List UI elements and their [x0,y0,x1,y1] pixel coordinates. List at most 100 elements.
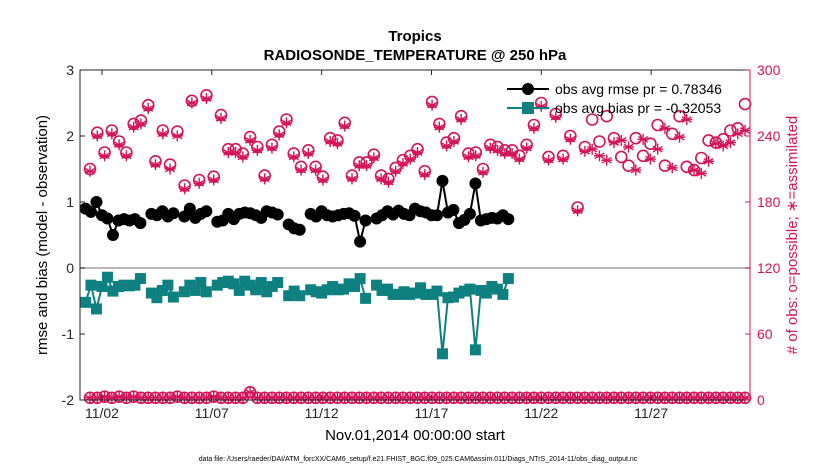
obs-assimilated-point [106,128,118,140]
obs-possible-point [636,149,650,163]
y-left-tick-label: -2 [62,392,75,408]
obs-assimilated-point [368,152,380,164]
rmse-point [293,223,306,236]
obs-assimilated-point [339,120,351,132]
obs-assimilated-point [91,130,103,142]
obs-possible-point [673,109,686,123]
bias-series [79,271,514,360]
bias-point [162,279,174,291]
obs-possible-point [644,137,657,150]
data-file-footnote: data file: /Users/raeder/DAI/ATM_forcXX/… [199,456,638,463]
x-tick-label: 11/07 [195,405,229,421]
obs-assimilated-point [513,153,525,165]
obs-assimilated-point [317,174,329,186]
rmse-point [359,214,372,227]
obs-assimilated-point [273,129,285,141]
obs-assimilated-point [150,159,161,171]
obs-possible-point [614,150,628,164]
obs-possible-point [651,118,664,132]
obs-assimilated-point [113,139,125,151]
obs-assimilated-point [659,122,671,134]
obs-assimilated-point [550,111,562,123]
rmse-point [183,202,196,215]
y-left-tick-label: 3 [66,62,74,78]
bias-point [79,296,91,308]
rmse-point [354,235,367,248]
obs-assimilated-point [572,205,584,217]
obs-assimilated-point [142,103,154,114]
bias-point [431,285,443,297]
bias-point [497,288,509,300]
obs-assimilated-point [266,142,278,154]
obs-assimilated-point [375,173,387,185]
bias-point [189,284,201,296]
obs-assimilated-point [448,136,460,147]
obs-assimilated-point [200,93,212,105]
obs-assimilated-point [215,112,227,124]
obs-possible-point [622,159,635,172]
bias-point [502,273,514,285]
rmse-series [79,174,515,248]
x-tick-label: 11/12 [305,405,339,421]
y-left-tick-label: -1 [62,326,75,342]
obs-possible-point [593,135,606,148]
bias-point [200,286,212,298]
obs-assimilated-point [186,97,198,109]
x-axis-label: Nov.01,2014 00:00:00 start [325,427,506,444]
obs-assimilated-point [346,173,358,185]
obs-assimilated-point [492,144,504,156]
y-axis-right-label: # of obs: o=possible; ∗=assimilated [784,116,801,355]
bias-point [195,277,207,289]
obs-assimilated-point [84,165,96,177]
obs-assimilated-point [281,117,292,129]
obs-assimilated-point [193,177,205,189]
rmse-point [271,208,284,221]
legend-bias-marker [522,102,534,114]
obs-assimilated-point [470,150,482,162]
obs-possible-point [695,151,708,165]
obs-assimilated-point [390,165,402,177]
rmse-point [463,207,476,220]
bias-point [228,278,240,290]
bias-point [167,291,179,303]
obs-assimilated-point [688,164,700,176]
obs-assimilated-point [179,183,191,195]
rmse-point [134,217,147,230]
obs-assimilated-point [433,121,445,133]
obs-assimilated-point [120,150,132,162]
obs-assimilated-point [128,121,140,133]
obs-assimilated-point [171,130,183,142]
obs-assimilated-point [295,164,307,176]
legend-rmse-label: obs avg rmse pr = 0.78346 [555,81,722,97]
obs-assimilated-point [528,122,540,134]
obs-assimilated-point [739,125,751,136]
y-right-tick-label: 60 [757,326,773,342]
obs-assimilated-point [419,169,431,180]
rmse-point [101,212,114,225]
obs-assimilated-point [135,118,147,130]
obs-assimilated-point [230,147,242,158]
obs-assimilated-point [208,174,220,186]
rmse-point [90,196,103,208]
bias-point [464,283,476,295]
bias-point [480,287,492,299]
obs-possible-point [658,159,672,172]
rmse-point [430,209,443,222]
rmse-point [436,174,449,187]
obs-possible-point [665,127,679,141]
plot-area [80,70,750,400]
obs-assimilated-point [506,148,518,160]
bias-point [151,292,163,304]
obs-assimilated-point [164,163,176,175]
legend-bias-label: obs avg bias pr = -0.32053 [555,100,721,116]
obs-assimilated-point [426,99,438,111]
obs-assimilated-point [331,138,343,150]
x-tick-label: 11/27 [634,405,668,421]
bias-point [101,271,113,283]
y-right-tick-label: 300 [757,62,781,78]
bias-point [414,282,426,294]
obs-assimilated-point [652,143,664,155]
y-axis-right: 0 60 120 180 240 300 [745,62,781,408]
bias-point [134,273,146,285]
obs-assimilated-point [543,154,554,166]
